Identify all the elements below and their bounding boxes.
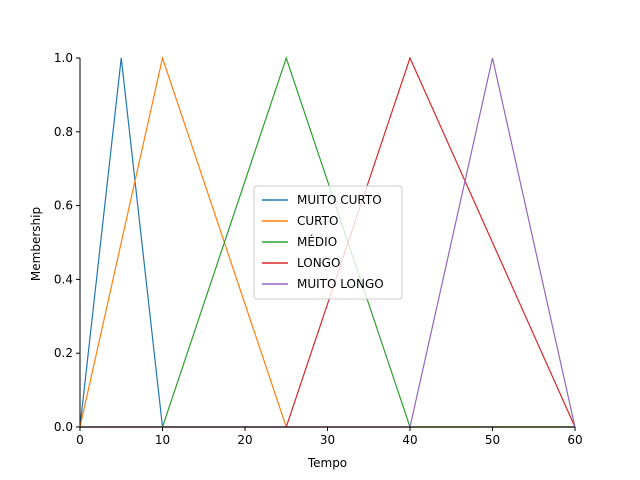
legend-entry-3: LONGO — [297, 256, 340, 270]
x-tick-label: 20 — [237, 433, 252, 447]
x-tick-label: 60 — [567, 433, 582, 447]
x-tick-label: 30 — [320, 433, 335, 447]
y-tick-label: 0.4 — [54, 272, 73, 286]
y-tick-label: 0.8 — [54, 125, 73, 139]
legend-entry-0: MUITO CURTO — [297, 193, 382, 207]
x-axis-label: Tempo — [307, 456, 347, 470]
x-tick-label: 0 — [76, 433, 84, 447]
y-tick-label: 0.6 — [54, 199, 73, 213]
x-tick-label: 10 — [155, 433, 170, 447]
y-tick-label: 0.0 — [54, 420, 73, 434]
ticks: 0 10 20 30 40 50 60 0.0 0.2 0.4 0.6 0.8 1.0 — [54, 51, 583, 447]
legend-entry-1: CURTO — [297, 214, 338, 228]
y-tick-label: 1.0 — [54, 51, 73, 65]
x-tick-label: 50 — [485, 433, 500, 447]
legend-entry-2: MÉDIO — [297, 234, 337, 249]
legend: MUITO CURTO CURTO MÉDIO LONGO MUITO LONGO — [253, 185, 403, 300]
x-tick-label: 40 — [402, 433, 417, 447]
y-tick-label: 0.2 — [54, 346, 73, 360]
legend-entry-4: MUITO LONGO — [297, 277, 384, 291]
legend-box — [253, 185, 403, 300]
y-axis-label: Membership — [29, 207, 43, 281]
